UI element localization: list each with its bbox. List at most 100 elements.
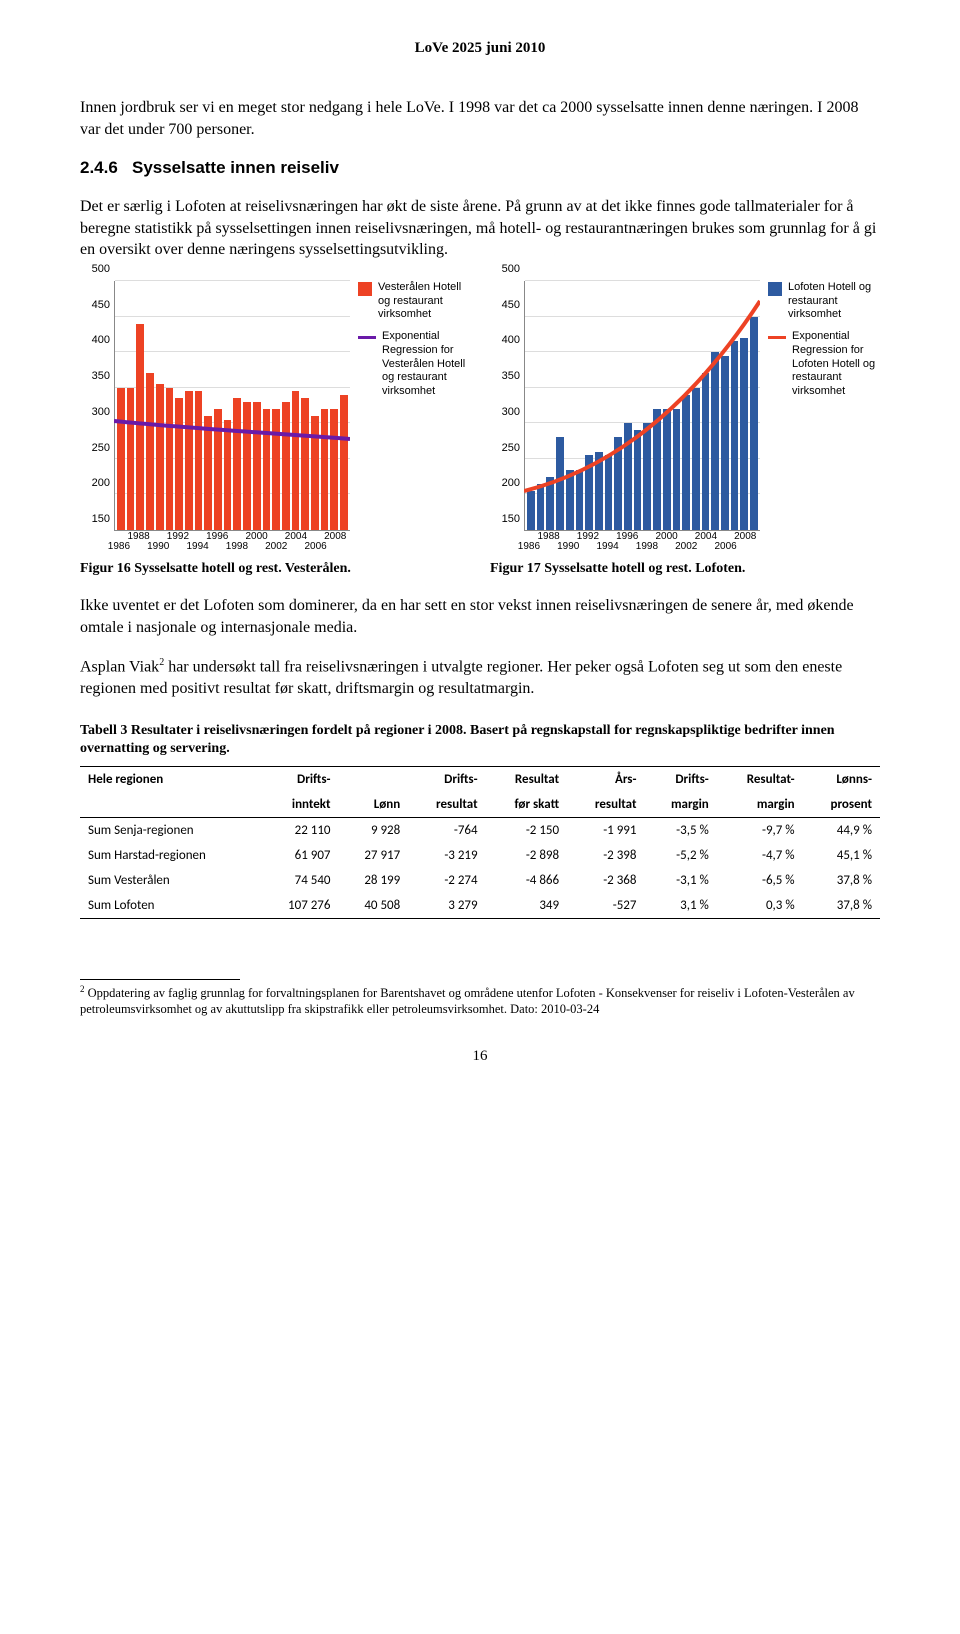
table-subheader: prosent <box>803 792 880 818</box>
charts-row: 1502002503003504004505001988199219962000… <box>80 281 880 551</box>
bar <box>556 437 564 529</box>
table-subheader <box>80 792 260 818</box>
legend-swatch-bar <box>768 282 782 296</box>
table-header: Drifts- <box>644 767 716 793</box>
results-table: Hele regionenDrifts-Drifts-ResultatÅrs-D… <box>80 766 880 919</box>
bar <box>634 430 642 530</box>
y-tick: 200 <box>92 477 110 489</box>
paragraph-intro: Innen jordbruk ser vi en meget stor nedg… <box>80 97 880 140</box>
y-tick: 200 <box>502 477 520 489</box>
x-tick: 1994 <box>596 541 618 552</box>
table-cell: 3 279 <box>408 893 485 919</box>
table-cell: 27 917 <box>339 843 409 868</box>
x-tick: 2006 <box>714 541 736 552</box>
chart-right: 1502002503003504004505001988199219962000… <box>490 281 880 551</box>
bar <box>731 341 739 530</box>
bar <box>330 409 338 530</box>
y-tick: 350 <box>92 370 110 382</box>
bar <box>301 398 309 530</box>
bar <box>595 452 603 530</box>
bar <box>282 402 290 530</box>
bar <box>624 423 632 530</box>
y-tick: 150 <box>502 513 520 525</box>
table-cell: 0,3 % <box>717 893 803 919</box>
x-tick: 2002 <box>265 541 287 552</box>
legend-swatch-trend <box>358 336 376 339</box>
y-tick: 350 <box>502 370 520 382</box>
table-row: Sum Lofoten107 27640 5083 279349-5273,1 … <box>80 893 880 919</box>
table-cell: -6,5 % <box>717 868 803 893</box>
table-header: Års- <box>567 767 644 793</box>
bar <box>321 409 329 530</box>
legend-swatch-trend <box>768 336 786 339</box>
table-cell: -2 898 <box>486 843 568 868</box>
section-heading: 2.4.6 Sysselsatte innen reiseliv <box>80 158 880 178</box>
chart-right-legend: Lofoten Hotell og restaurant virksomhet … <box>760 281 878 551</box>
bar <box>585 455 593 530</box>
bar <box>136 324 144 530</box>
table-cell: -3,5 % <box>644 818 716 844</box>
legend-label-bar: Lofoten Hotell og restaurant virksomhet <box>788 281 878 322</box>
footnote-text: Oppdatering av faglig grunnlag for forva… <box>80 986 855 1016</box>
x-tick: 1990 <box>557 541 579 552</box>
x-tick: 1986 <box>518 541 540 552</box>
bar <box>175 398 183 530</box>
bar <box>340 395 348 530</box>
chart-left: 1502002503003504004505001988199219962000… <box>80 281 470 551</box>
table-header <box>339 767 409 793</box>
bar <box>614 437 622 529</box>
bar <box>740 338 748 530</box>
bar <box>702 373 710 530</box>
table-cell: -3 219 <box>408 843 485 868</box>
x-tick: 2008 <box>734 531 756 542</box>
caption-row: Figur 16 Sysselsatte hotell og rest. Ves… <box>80 561 880 577</box>
table-cell: -4 866 <box>486 868 568 893</box>
bar <box>263 409 271 530</box>
table-row: Sum Vesterålen74 54028 199-2 274-4 866-2… <box>80 868 880 893</box>
legend-swatch-bar <box>358 282 372 296</box>
bar <box>166 388 174 530</box>
bar <box>214 409 222 530</box>
table-cell: Sum Vesterålen <box>80 868 260 893</box>
paragraph-context: Det er særlig i Lofoten at reiselivsnæri… <box>80 196 880 261</box>
table-cell: 74 540 <box>260 868 339 893</box>
bar <box>117 388 125 530</box>
table-cell: Sum Lofoten <box>80 893 260 919</box>
bar <box>721 356 729 530</box>
bar <box>185 391 193 530</box>
table-cell: 349 <box>486 893 568 919</box>
y-tick: 250 <box>502 442 520 454</box>
bar <box>576 470 584 530</box>
table-subheader: før skatt <box>486 792 568 818</box>
table-subheader: inntekt <box>260 792 339 818</box>
table-header: Lønns- <box>803 767 880 793</box>
table-cell: -764 <box>408 818 485 844</box>
table-cell: -3,1 % <box>644 868 716 893</box>
table-cell: -2 368 <box>567 868 644 893</box>
table-cell: 45,1 % <box>803 843 880 868</box>
bar <box>243 402 251 530</box>
table-cell: 44,9 % <box>803 818 880 844</box>
table-cell: 9 928 <box>339 818 409 844</box>
table-cell: 61 907 <box>260 843 339 868</box>
table-header: Resultat- <box>717 767 803 793</box>
paragraph-asplan: Asplan Viak2 har undersøkt tall fra reis… <box>80 656 880 700</box>
table-cell: -2 150 <box>486 818 568 844</box>
bar <box>253 402 261 530</box>
y-tick: 150 <box>92 513 110 525</box>
y-tick: 400 <box>92 334 110 346</box>
bar <box>527 491 535 530</box>
caption-right: Figur 17 Sysselsatte hotell og rest. Lof… <box>490 561 880 577</box>
y-tick: 300 <box>502 406 520 418</box>
bar <box>663 409 671 530</box>
table-cell: 40 508 <box>339 893 409 919</box>
y-tick: 300 <box>92 406 110 418</box>
table-cell: -1 991 <box>567 818 644 844</box>
caption-left: Figur 16 Sysselsatte hotell og rest. Ves… <box>80 561 470 577</box>
legend-label-bar: Vesterålen Hotell og restaurant virksomh… <box>378 281 468 322</box>
bar <box>653 409 661 530</box>
table-header: Drifts- <box>408 767 485 793</box>
bar <box>750 317 758 530</box>
legend-label-trend: Exponential Regression for Vesterålen Ho… <box>382 330 468 399</box>
page-number: 16 <box>80 1048 880 1065</box>
